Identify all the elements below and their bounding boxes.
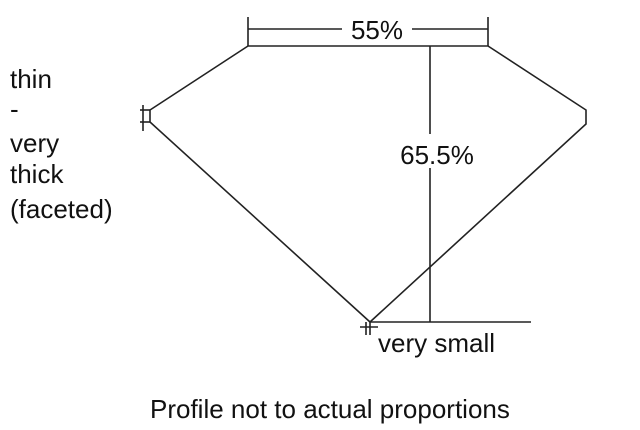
girdle-label-line: thin (10, 64, 52, 94)
girdle-label-line: thick (10, 159, 64, 189)
culet-label: very small (378, 328, 495, 358)
girdle-ticks (140, 105, 150, 131)
culet-ticks (360, 322, 378, 335)
girdle-label-line: very (10, 128, 59, 158)
table-percentage-label: 55% (351, 15, 403, 45)
depth-percentage-label: 65.5% (400, 140, 474, 170)
caption: Profile not to actual proportions (150, 394, 510, 424)
girdle-label-line: - (10, 94, 19, 124)
girdle-label-line: (faceted) (10, 194, 113, 224)
gem-outline (149, 45, 587, 324)
girdle-label: thin - very thick (faceted) (10, 64, 113, 224)
